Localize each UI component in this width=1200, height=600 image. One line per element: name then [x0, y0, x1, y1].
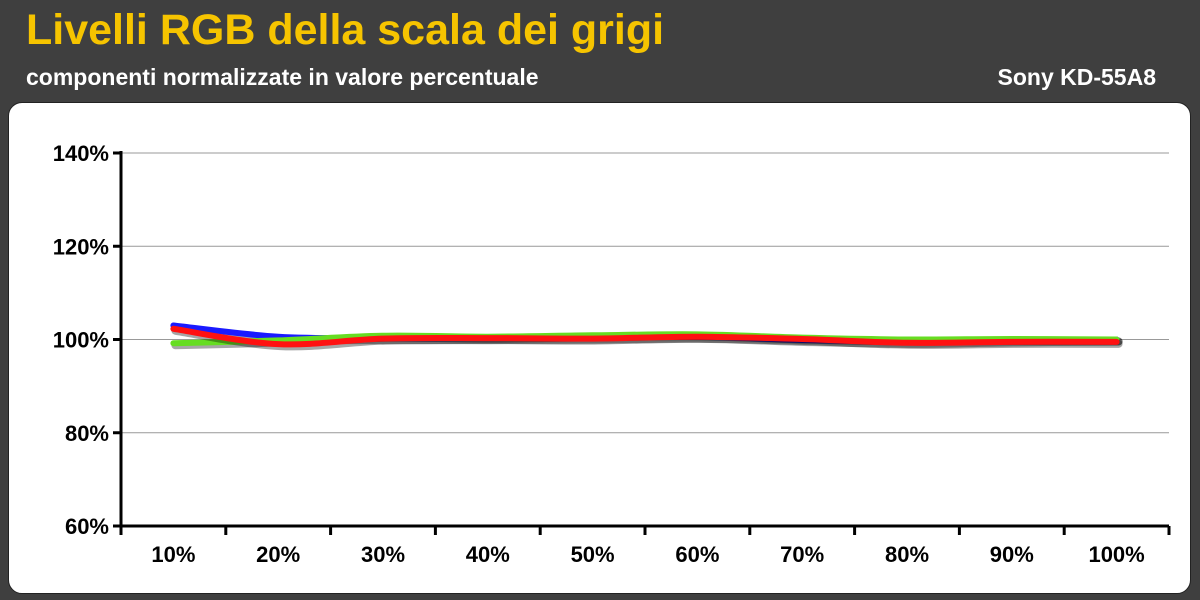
y-tick-label: 80% [65, 421, 109, 446]
y-tick-label: 60% [65, 514, 109, 539]
device-name: Sony KD-55A8 [997, 64, 1156, 90]
y-tick-label: 140% [53, 141, 109, 166]
x-tick-label: 90% [990, 542, 1034, 567]
data-point [591, 337, 595, 341]
line-chart: 60% 80% 100% 120% 140% 10% 20% 30% 40% 50% 60% 70% 8… [53, 141, 1171, 567]
data-point [1010, 340, 1014, 344]
x-tick-label: 60% [675, 542, 719, 567]
x-tick-label: 20% [256, 542, 300, 567]
data-point [486, 336, 490, 340]
data-point [800, 337, 804, 341]
x-tick-label: 50% [571, 542, 615, 567]
x-tick-label: 80% [885, 542, 929, 567]
x-tick-label: 40% [466, 542, 510, 567]
chart-subtitle: componenti normalizzate in valore percen… [26, 64, 539, 90]
data-point [276, 342, 280, 346]
red-series-line [170, 325, 1120, 348]
data-point [905, 341, 909, 345]
x-tick-label: 30% [361, 542, 405, 567]
chart-title: Livelli RGB della scala dei grigi [26, 6, 665, 54]
y-tick-label: 100% [53, 328, 109, 353]
x-tick-label: 100% [1088, 542, 1144, 567]
y-tick-label: 120% [53, 234, 109, 259]
data-point [695, 335, 699, 339]
data-point [171, 327, 175, 331]
data-point [171, 341, 175, 345]
x-tick-label: 10% [151, 542, 195, 567]
chart-panel: 60% 80% 100% 120% 140% 10% 20% 30% 40% 50% 60% 70% 8… [8, 102, 1191, 594]
x-tick-label: 70% [780, 542, 824, 567]
data-point [381, 337, 385, 341]
data-point [1115, 340, 1119, 344]
header-bar: Livelli RGB della scala dei grigi compon… [0, 0, 1200, 102]
